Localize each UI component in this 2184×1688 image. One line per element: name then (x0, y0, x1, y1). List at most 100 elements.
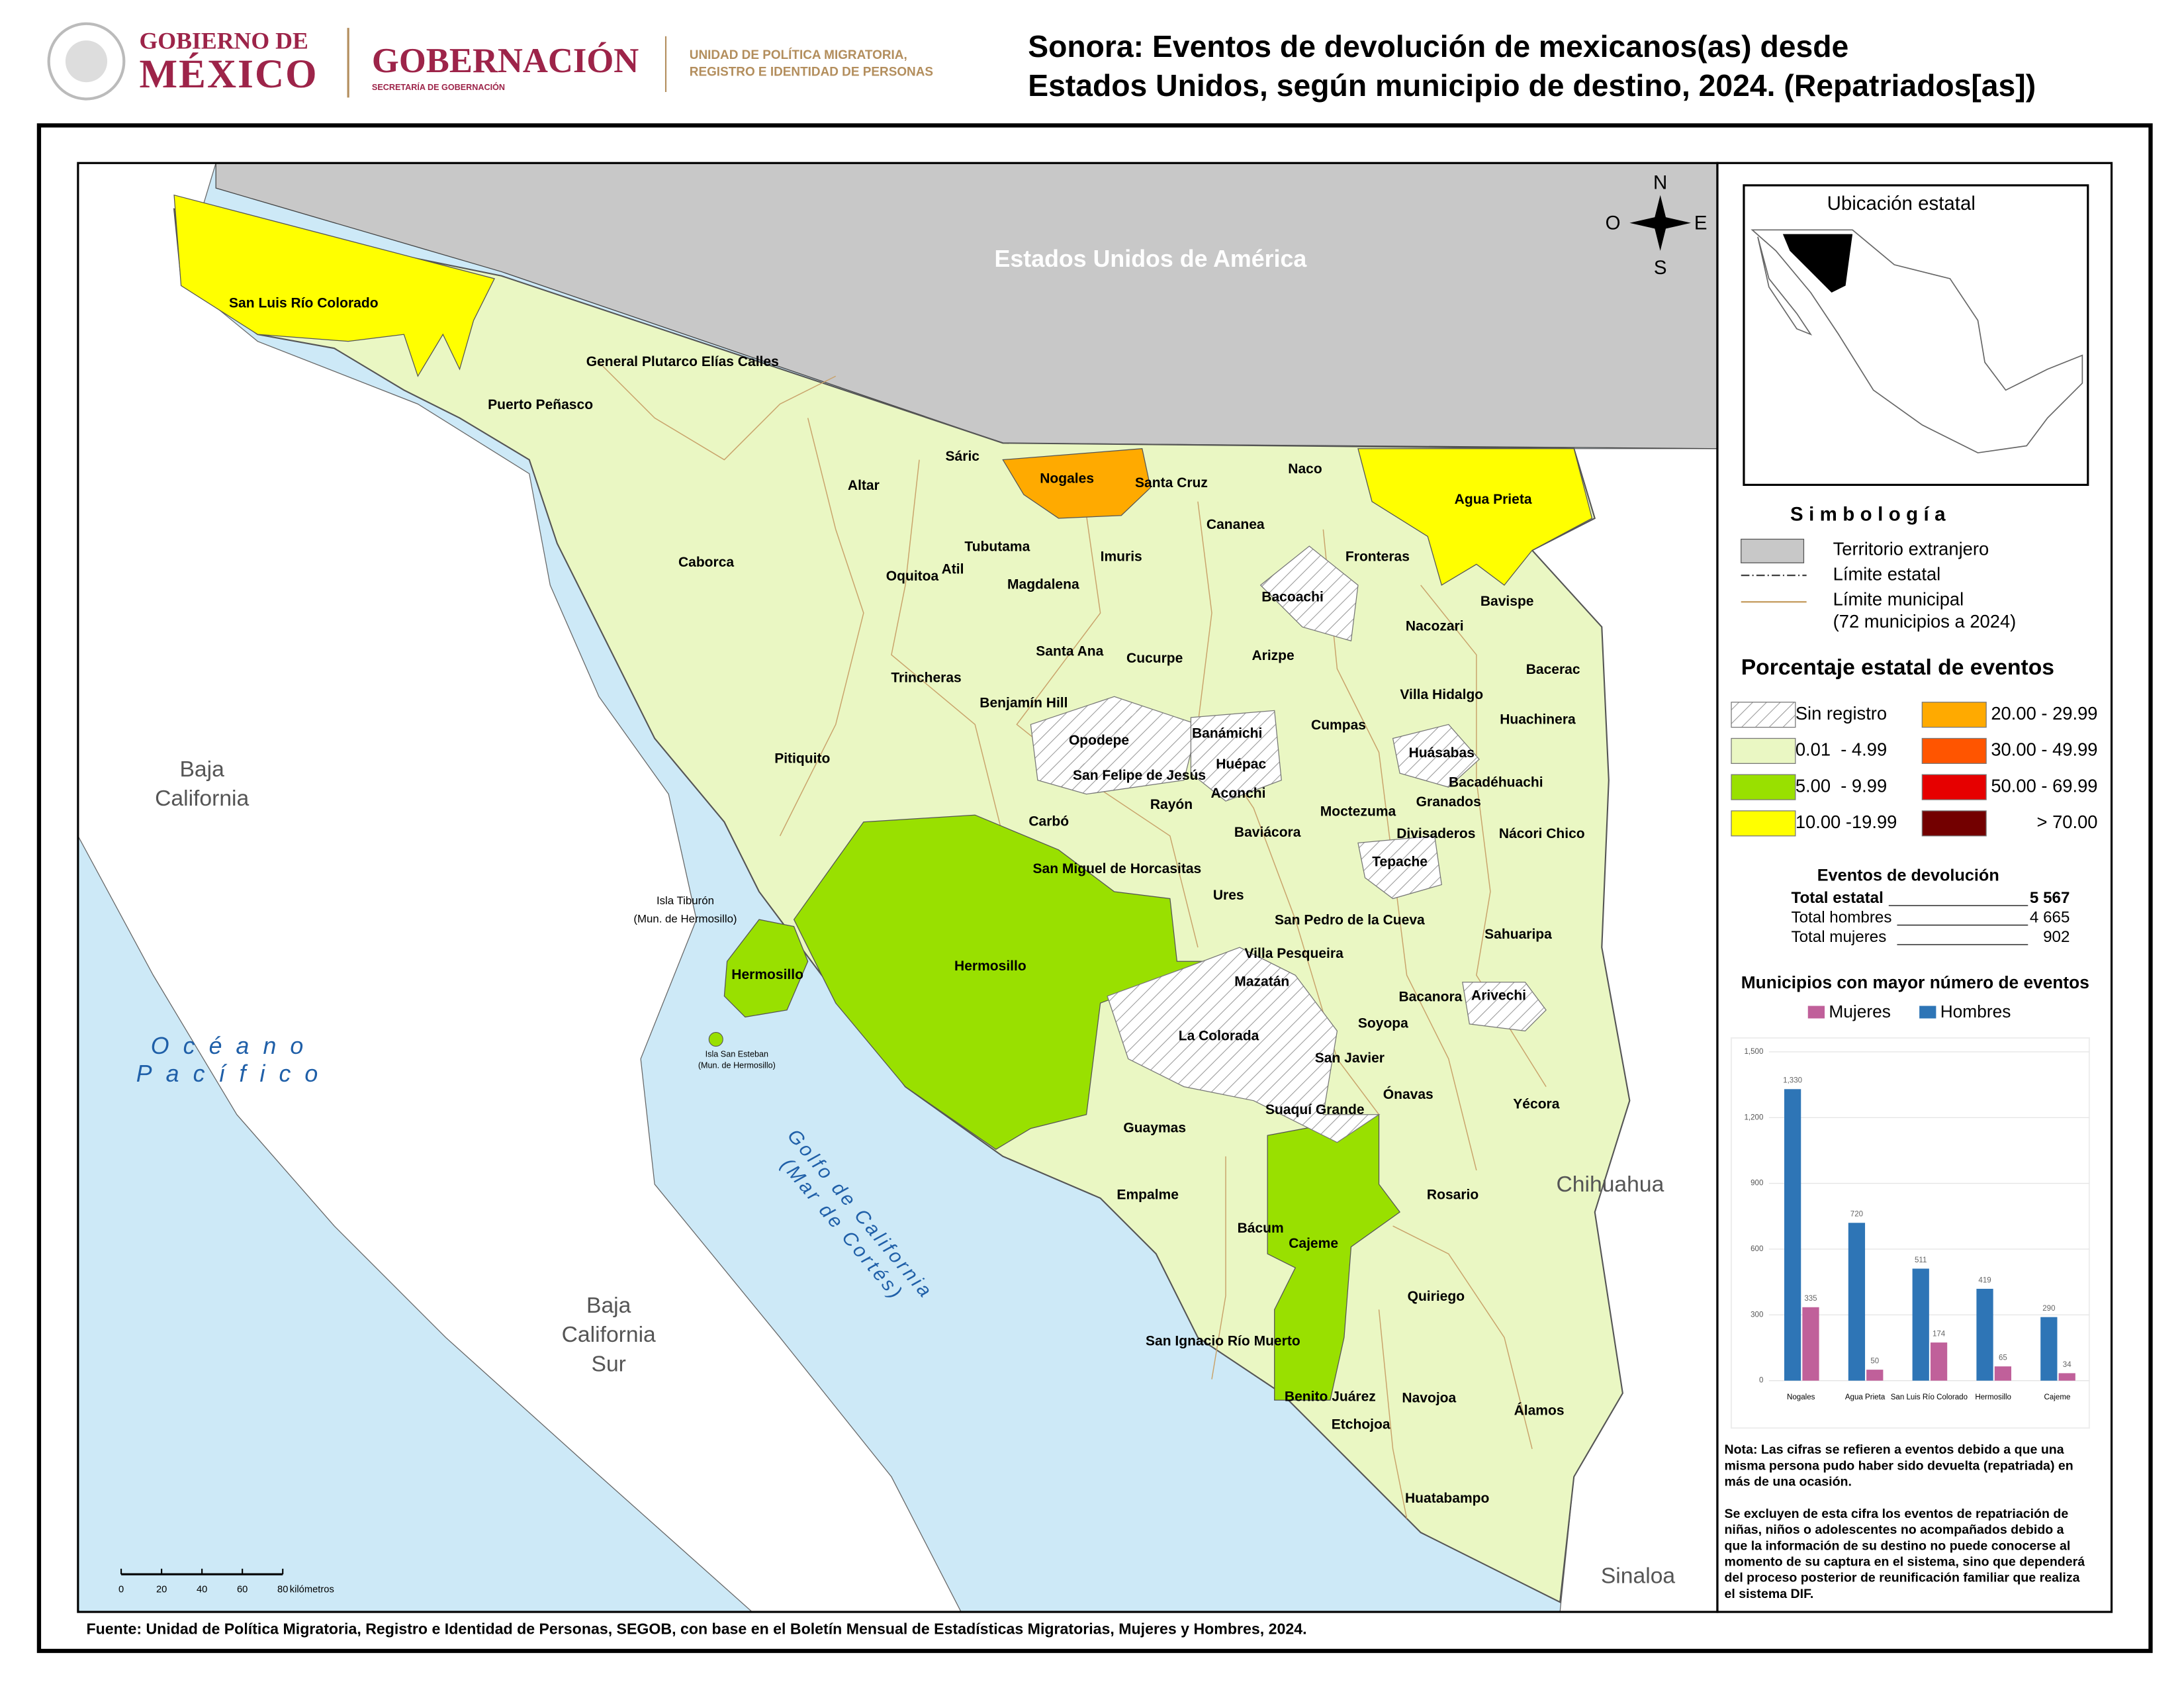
totals-value: 5 567 (2030, 889, 2070, 907)
class-swatch (1731, 737, 1796, 764)
municipality-label: Puerto Peñasco (488, 397, 593, 412)
municipality-label: Santa Ana (1036, 644, 1103, 659)
y-tick-label: 0 (1759, 1377, 1763, 1385)
municipality-label: Rayón (1150, 797, 1193, 812)
municipality-label: Opodepe (1069, 733, 1129, 748)
nogales (1002, 448, 1152, 519)
scale-label: 0 (118, 1584, 124, 1595)
island-label: Hermosillo (731, 967, 803, 982)
limit (1197, 501, 1380, 1115)
municipal-limits (598, 361, 1547, 1519)
note-line: Nota: Las cifras se refieren a eventos d… (1724, 1442, 2064, 1457)
region-label: California (155, 786, 249, 811)
x-tick-label: Nogales (1787, 1393, 1815, 1401)
compass-letter: N (1653, 172, 1667, 194)
municipality-label: Huachinera (1500, 712, 1576, 727)
note-line: más de una ocasión. (1724, 1474, 1851, 1489)
municipality-label: Tepache (1372, 854, 1428, 869)
municipality-label: Sáric (946, 449, 980, 464)
municipality-label: Navojoa (1402, 1391, 1456, 1406)
logo-text: MÉXICO (139, 52, 318, 97)
scale-label: 80 (277, 1584, 288, 1595)
bar (1866, 1370, 1884, 1381)
municipality-label: Álamos (1514, 1403, 1565, 1419)
legend-item: Límite estatal (1833, 563, 1941, 584)
class-swatch (1921, 702, 1987, 728)
value-label: 290 (2042, 1305, 2055, 1313)
municipality-label: La Colorada (1179, 1028, 1259, 1043)
value-label: 65 (1999, 1354, 2007, 1362)
municipality-label: Granados (1416, 794, 1481, 810)
y-tick-label: 1,500 (1744, 1048, 1763, 1056)
title: Sonora: Eventos de devolución de mexican… (1028, 29, 1848, 64)
classes-title: Porcentaje estatal de eventos (1741, 655, 2054, 680)
legend-foreign (1741, 538, 1805, 563)
value-label: 720 (1850, 1211, 1863, 1219)
municipality-label: Baviácora (1234, 825, 1301, 840)
arivechi (1462, 982, 1547, 1032)
municipality-label: Ures (1213, 888, 1244, 903)
region-label: Sinaloa (1601, 1564, 1676, 1588)
note-line: del proceso posterior de reunificación f… (1724, 1571, 2079, 1585)
y-tick-label: 1,200 (1744, 1113, 1763, 1121)
scale-bar: 0 20 40 60 80 kilómetros (118, 1568, 334, 1595)
municipality-label: Trincheras (891, 671, 961, 686)
class-swatch (1921, 737, 1987, 764)
limit (779, 418, 864, 837)
class-label: 50.00 - 69.99 (1991, 775, 2097, 796)
y-tick-label: 600 (1751, 1245, 1763, 1253)
y-tick-label: 300 (1751, 1311, 1763, 1319)
class-label: 0.01 - 4.99 (1796, 739, 1887, 760)
municipality-label: Huatabampo (1405, 1491, 1490, 1506)
municipality-label: Moctezuma (1320, 804, 1396, 820)
side-panel (1716, 162, 2113, 1613)
region-label: Baja (586, 1293, 631, 1318)
note-line: momento de su captura en el sistema, sin… (1724, 1555, 2085, 1570)
x-tick-label: Hermosillo (1975, 1393, 2011, 1401)
note-line: el sistema DIF. (1724, 1587, 1813, 1601)
map (77, 163, 1717, 1613)
legend-title: Simbología (1790, 504, 1951, 526)
cajeme (1267, 1113, 1401, 1401)
sea-label: Océano (151, 1033, 318, 1059)
class-label: 5.00 - 9.99 (1796, 775, 1887, 796)
municipality-label: Bacerac (1526, 662, 1580, 677)
san-luis-rio-colorado (173, 194, 496, 377)
municipality-label: Arivechi (1471, 988, 1526, 1003)
municipality-label: Sahuaripa (1484, 927, 1552, 942)
municipality-label: Bácum (1238, 1221, 1284, 1236)
island-label: (Mun. de Hermosillo) (698, 1060, 776, 1070)
region-label: Sur (592, 1352, 626, 1376)
municipality-label: Naco (1288, 461, 1322, 477)
value-label: 335 (1804, 1295, 1817, 1303)
island-label: Isla Tiburón (657, 894, 714, 907)
municipality-label: Banámichi (1192, 726, 1262, 741)
bar (1976, 1288, 1993, 1381)
bar (1912, 1268, 1929, 1381)
municipality-label: San Ignacio Río Muerto (1146, 1333, 1300, 1348)
island-label: (Mun. de Hermosillo) (633, 913, 737, 925)
class-label: 20.00 - 29.99 (1991, 703, 2097, 724)
class-label: > 70.00 (2037, 812, 2098, 832)
value-label: 1,330 (1783, 1077, 1802, 1085)
region-label: Estados Unidos de América (995, 246, 1308, 272)
municipality-label: Villa Hidalgo (1400, 687, 1483, 702)
totals-label: Total estatal (1792, 889, 1884, 907)
limit (1016, 515, 1199, 948)
municipality-label: Cajeme (1289, 1236, 1338, 1251)
municipality-label: Cumpas (1311, 718, 1366, 733)
municipality-label: Bacoachi (1261, 589, 1324, 604)
header (47, 22, 667, 101)
municipality-label: Etchojoa (1332, 1417, 1390, 1432)
scale-label: 40 (197, 1584, 207, 1595)
la-colorada (1107, 947, 1381, 1143)
chart-frame (1730, 1037, 2090, 1429)
municipality-label: Suaquí Grande (1265, 1102, 1365, 1117)
y-tick-label: 900 (1751, 1180, 1763, 1188)
municipality-label: Magdalena (1007, 577, 1079, 592)
municipality-label: Santa Cruz (1135, 475, 1208, 491)
sin-registro (1030, 545, 1547, 1143)
isla-san-esteban (708, 1032, 723, 1047)
municipality-label: Divisaderos (1396, 826, 1475, 841)
